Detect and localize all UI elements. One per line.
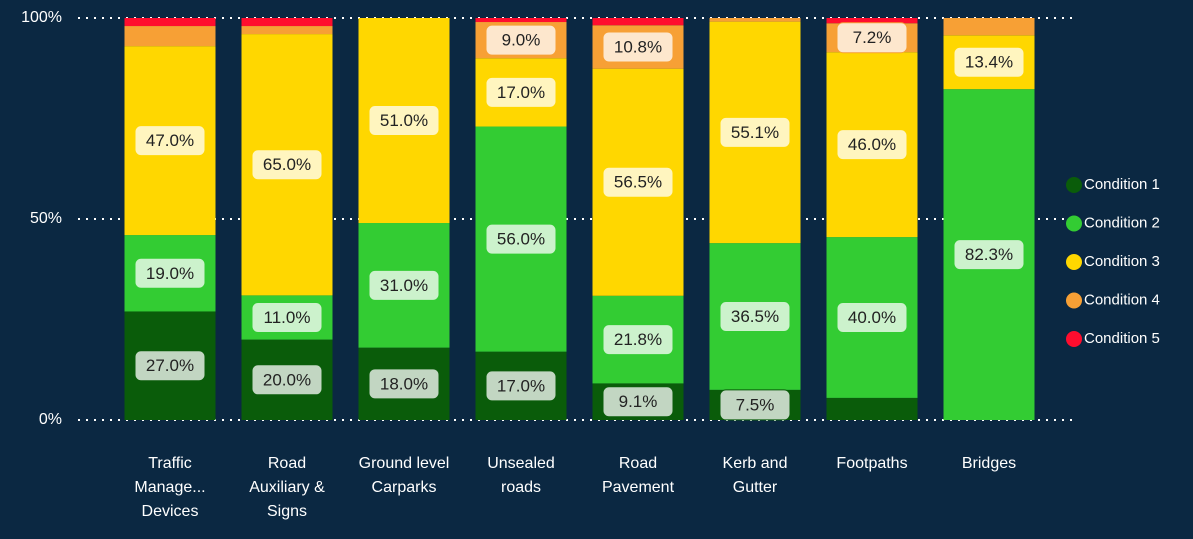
bar-segment <box>124 26 216 47</box>
data-label-box <box>368 269 440 301</box>
data-label-box <box>602 386 674 418</box>
data-label-box <box>602 31 674 63</box>
bar-segment <box>592 18 684 26</box>
y-tick-label: 50% <box>30 210 62 227</box>
x-tick-label: Kerb and Gutter <box>722 455 788 496</box>
legend-swatch <box>1066 215 1082 232</box>
data-label-box <box>485 76 557 108</box>
data-label: 82.3% <box>965 245 1013 264</box>
data-label-box <box>836 22 908 54</box>
data-label-box <box>251 301 323 333</box>
legend-swatch <box>1066 177 1082 193</box>
data-label-box <box>368 368 440 400</box>
bar-segment <box>826 18 918 24</box>
data-label-box <box>485 223 557 255</box>
x-tick-label: Road Pavement <box>601 455 675 496</box>
data-label: 17.0% <box>497 376 545 395</box>
data-label: 20.0% <box>263 370 311 389</box>
data-label-box <box>134 257 206 289</box>
legend-label: Condition 3 <box>1084 253 1160 270</box>
data-label-box <box>134 350 206 382</box>
bar-segment <box>826 397 918 420</box>
y-tick-label: 100% <box>21 9 62 26</box>
data-label: 47.0% <box>146 131 194 150</box>
legend-swatch <box>1066 292 1082 309</box>
legend-label: Condition 5 <box>1084 330 1160 347</box>
data-label: 21.8% <box>614 330 662 349</box>
legend-swatch <box>1066 331 1082 347</box>
legend-swatch <box>1066 254 1082 270</box>
data-label: 40.0% <box>848 308 896 327</box>
y-tick-label: 0% <box>39 411 62 428</box>
x-tick-label: Road Auxiliary & Signs <box>249 455 325 520</box>
x-tick-label: Unsealed roads <box>487 455 555 496</box>
legend-label: Condition 2 <box>1084 214 1160 231</box>
data-label-box <box>719 300 791 332</box>
bar-segment <box>124 18 216 27</box>
data-label: 51.0% <box>380 111 428 130</box>
data-label: 10.8% <box>614 37 662 56</box>
data-label-box <box>719 116 791 148</box>
legend-label: Condition 4 <box>1084 291 1160 308</box>
data-label: 13.4% <box>965 53 1013 72</box>
data-label: 9.1% <box>619 392 658 411</box>
data-label: 56.0% <box>497 230 545 249</box>
x-tick-label: Footpaths <box>836 455 908 472</box>
data-label-box <box>251 149 323 181</box>
x-tick-label: Ground level Carparks <box>358 455 450 496</box>
x-tick-label: Bridges <box>961 455 1017 472</box>
bar-segment <box>241 18 333 27</box>
bar-segment <box>943 18 1035 36</box>
data-label: 7.2% <box>853 28 892 47</box>
data-label-box <box>368 105 440 137</box>
legend-label: Condition 1 <box>1084 176 1160 193</box>
data-label: 19.0% <box>146 264 194 283</box>
data-label-box <box>251 364 323 396</box>
data-label: 18.0% <box>380 374 428 393</box>
data-label-box <box>953 46 1025 78</box>
data-label-box <box>602 324 674 356</box>
bar-segment <box>241 26 333 35</box>
data-label: 27.0% <box>146 356 194 375</box>
bar-segment <box>709 18 801 22</box>
data-label-box <box>485 24 557 56</box>
data-label: 7.5% <box>736 395 775 414</box>
data-label-box <box>602 166 674 198</box>
data-label: 55.1% <box>731 123 779 142</box>
data-label-box <box>134 125 206 157</box>
data-label: 65.0% <box>263 155 311 174</box>
data-label: 17.0% <box>497 83 545 102</box>
x-tick-label: Traffic Manage... Devices <box>134 455 206 520</box>
data-label-box <box>836 301 908 333</box>
data-label: 9.0% <box>502 31 541 50</box>
data-label-box <box>953 239 1025 271</box>
bar-segment <box>475 18 567 23</box>
data-label: 46.0% <box>848 135 896 154</box>
data-label-box <box>719 389 791 421</box>
data-label-box <box>485 370 557 402</box>
data-label: 31.0% <box>380 276 428 295</box>
data-label: 36.5% <box>731 307 779 326</box>
data-label: 11.0% <box>264 308 311 327</box>
data-label-box <box>836 129 908 161</box>
data-label: 56.5% <box>614 173 662 192</box>
